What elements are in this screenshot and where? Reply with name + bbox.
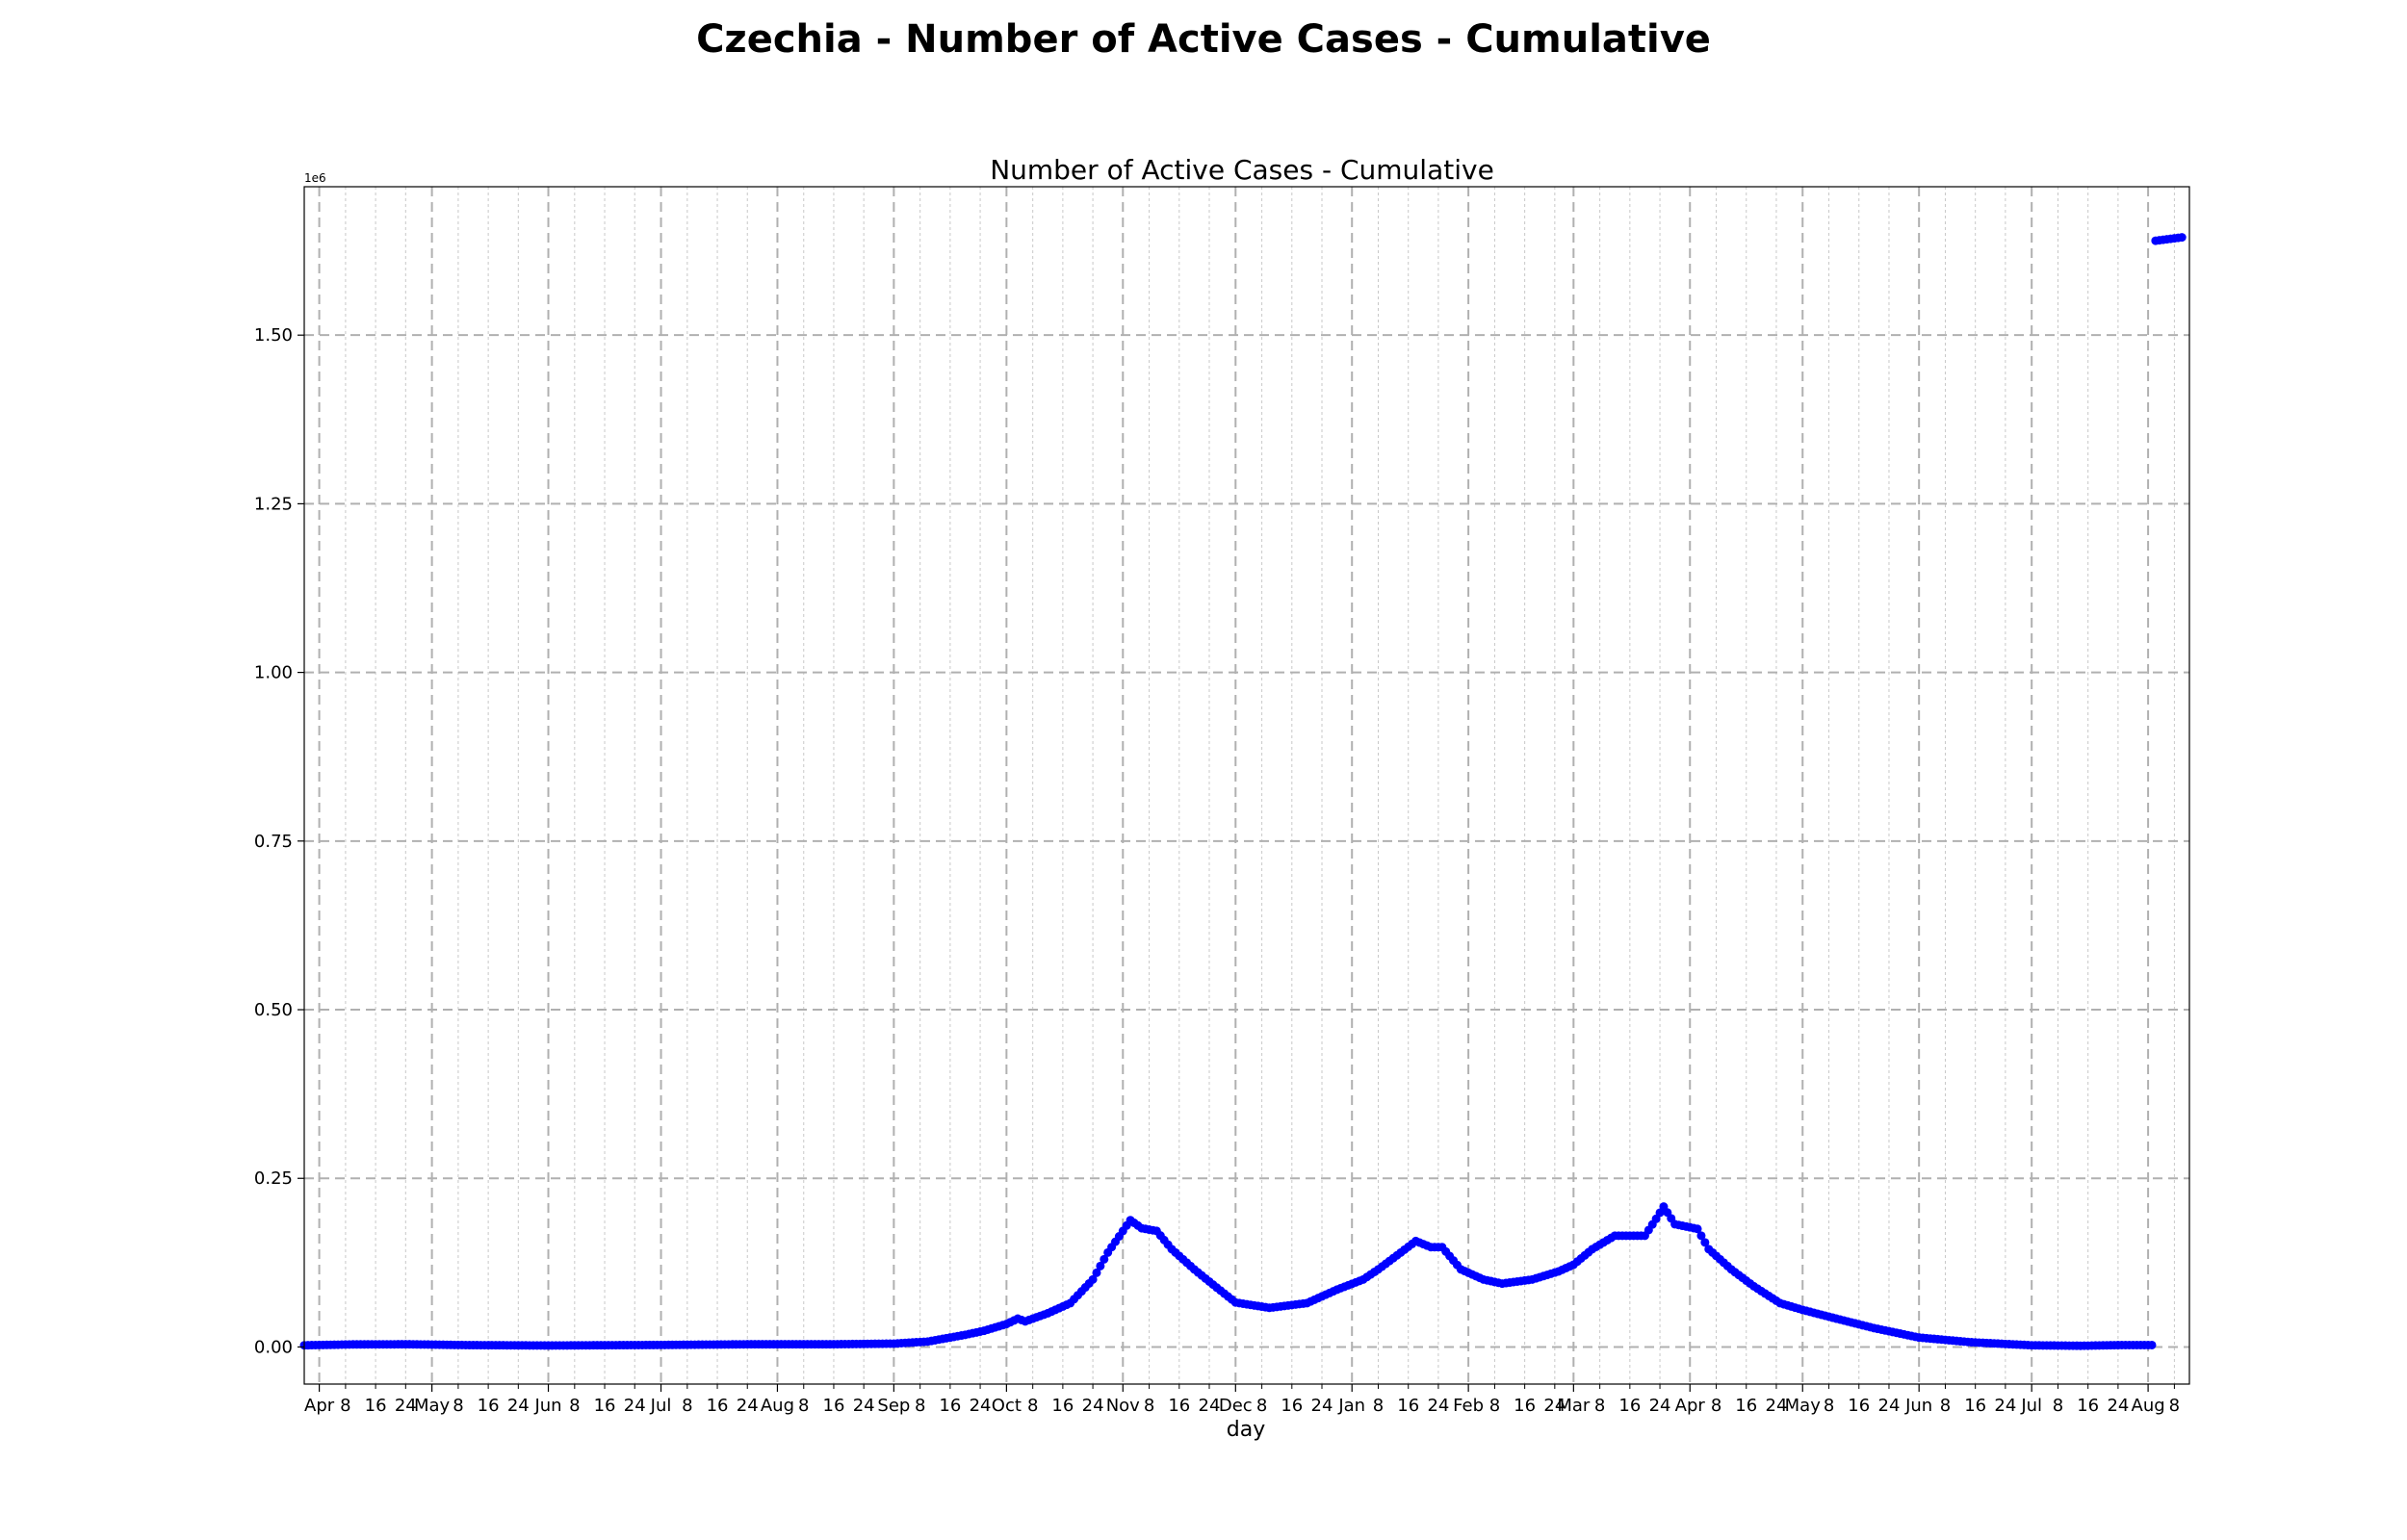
x-minor-tick-label: 8: [682, 1396, 692, 1416]
x-minor-tick-label: 16: [594, 1396, 616, 1416]
plot-title: Number of Active Cases - Cumulative: [990, 154, 1494, 186]
x-major-tick-label: Sep: [877, 1396, 910, 1416]
x-major-tick-label: Feb: [1453, 1396, 1484, 1416]
x-major-tick-label: Jul: [650, 1396, 672, 1416]
x-minor-tick-label: 24: [1311, 1396, 1333, 1416]
x-minor-tick-label: 16: [478, 1396, 500, 1416]
x-minor-tick-label: 16: [1735, 1396, 1757, 1416]
data-point: [2177, 233, 2187, 243]
data-point: [1096, 1261, 1105, 1270]
data-markers: [299, 233, 2187, 1350]
x-major-tick-label: Mar: [1557, 1396, 1591, 1416]
y-tick-label: 1.50: [254, 325, 293, 346]
data-point: [1693, 1224, 1702, 1234]
y-tick-label: 0.25: [254, 1168, 293, 1189]
x-minor-tick-label: 8: [569, 1396, 580, 1416]
x-axis-label: day: [1227, 1418, 1265, 1442]
x-minor-tick-label: 8: [340, 1396, 350, 1416]
x-minor-tick-label: 8: [915, 1396, 925, 1416]
x-major-tick-label: Apr: [1675, 1396, 1706, 1416]
y-tick-label: 0.75: [254, 832, 293, 852]
x-major-tick-label: Jun: [1904, 1396, 1932, 1416]
y-tick-label: 0.50: [254, 1000, 293, 1020]
x-minor-tick-label: 16: [1397, 1396, 1419, 1416]
x-minor-tick-label: 24: [1766, 1396, 1788, 1416]
x-minor-tick-label: 16: [365, 1396, 387, 1416]
x-minor-tick-label: 24: [1649, 1396, 1671, 1416]
y-tick-label: 1.00: [254, 663, 293, 683]
x-minor-tick-label: 8: [1144, 1396, 1154, 1416]
x-minor-tick-label: 8: [1711, 1396, 1721, 1416]
x-minor-tick-label: 16: [1848, 1396, 1870, 1416]
x-major-tick-label: Aug: [761, 1396, 794, 1416]
x-minor-tick-label: 24: [1878, 1396, 1901, 1416]
x-minor-tick-label: 24: [970, 1396, 992, 1416]
x-major-tick-label: Oct: [992, 1396, 1022, 1416]
data-point: [1100, 1254, 1109, 1264]
x-minor-tick-label: 8: [1940, 1396, 1951, 1416]
x-minor-tick-label: 8: [1256, 1396, 1267, 1416]
x-minor-tick-label: 8: [1489, 1396, 1500, 1416]
x-minor-tick-label: 8: [1594, 1396, 1605, 1416]
x-major-tick-label: Jan: [1337, 1396, 1365, 1416]
data-point: [2147, 1340, 2157, 1349]
x-minor-tick-label: 24: [2107, 1396, 2129, 1416]
x-minor-tick-label: 8: [1373, 1396, 1384, 1416]
x-minor-tick-label: 8: [798, 1396, 809, 1416]
x-minor-tick-label: 24: [1082, 1396, 1104, 1416]
x-major-tick-label: Dec: [1219, 1396, 1253, 1416]
y-axis-offset-label: 1e6: [304, 171, 326, 185]
y-tick-label: 1.25: [254, 494, 293, 514]
y-tick-label: 0.00: [254, 1337, 293, 1357]
major-gridlines: [304, 187, 2189, 1384]
x-minor-tick-label: 24: [1427, 1396, 1449, 1416]
data-point: [1696, 1231, 1706, 1241]
x-major-tick-label: May: [1785, 1396, 1822, 1416]
x-major-tick-label: Aug: [2132, 1396, 2165, 1416]
x-minor-tick-label: 8: [453, 1396, 463, 1416]
x-major-tick-label: Nov: [1106, 1396, 1140, 1416]
y-axis-ticks: 0.00 0.25 0.50 0.75 1.00 1.25 1.50: [254, 325, 304, 1357]
data-point: [1092, 1268, 1101, 1277]
x-minor-tick-label: 24: [1543, 1396, 1566, 1416]
data-point: [1700, 1238, 1710, 1247]
x-minor-tick-label: 8: [2053, 1396, 2063, 1416]
x-minor-tick-label: 16: [1051, 1396, 1074, 1416]
x-major-tick-label: Jul: [2020, 1396, 2042, 1416]
x-minor-tick-label: 24: [737, 1396, 759, 1416]
x-minor-tick-label: 8: [2169, 1396, 2180, 1416]
x-minor-tick-label: 16: [1964, 1396, 1986, 1416]
x-minor-tick-label: 16: [2077, 1396, 2099, 1416]
x-minor-tick-label: 8: [1824, 1396, 1834, 1416]
x-minor-tick-label: 24: [1994, 1396, 2016, 1416]
figure-suptitle: Czechia - Number of Active Cases - Cumul…: [696, 17, 1711, 62]
x-minor-tick-label: 24: [853, 1396, 875, 1416]
x-minor-tick-label: 16: [1618, 1396, 1641, 1416]
x-minor-tick-label: 24: [1199, 1396, 1221, 1416]
x-minor-tick-label: 16: [707, 1396, 729, 1416]
x-major-tick-label: Jun: [533, 1396, 561, 1416]
x-minor-tick-label: 24: [507, 1396, 530, 1416]
minor-gridlines: [345, 187, 2175, 1384]
x-minor-tick-label: 24: [624, 1396, 646, 1416]
x-major-tick-label: Apr: [304, 1396, 335, 1416]
x-minor-tick-label: 16: [1168, 1396, 1190, 1416]
x-minor-tick-label: 16: [1281, 1396, 1303, 1416]
data-point: [1088, 1274, 1098, 1284]
plot-frame: [303, 186, 2190, 1385]
x-minor-tick-label: 8: [1027, 1396, 1038, 1416]
x-minor-tick-label: 16: [1514, 1396, 1536, 1416]
x-minor-tick-label: 16: [939, 1396, 961, 1416]
x-minor-tick-label: 16: [823, 1396, 845, 1416]
x-major-tick-label: May: [414, 1396, 451, 1416]
x-minor-tick-label: 24: [395, 1396, 417, 1416]
